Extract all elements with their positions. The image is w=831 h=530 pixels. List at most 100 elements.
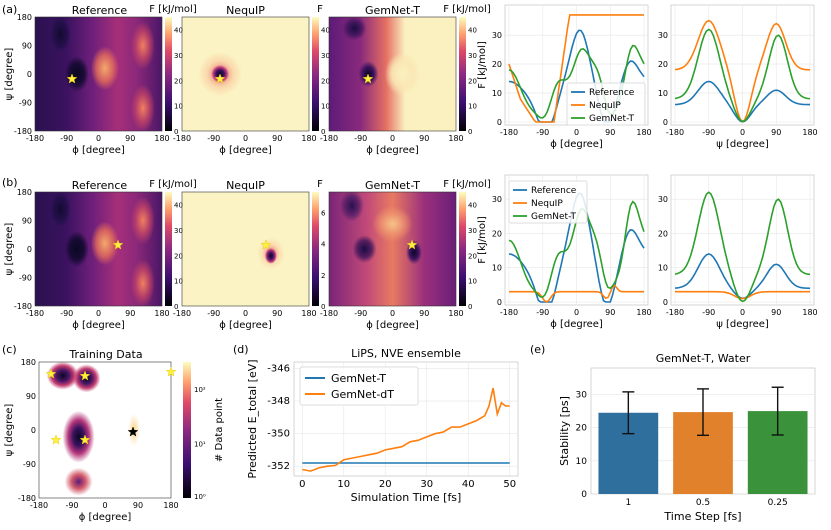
chart-title: GemNet-T, Water	[656, 352, 751, 365]
x-tick-label: -90	[65, 501, 78, 510]
y-tick-label: 90	[22, 42, 32, 51]
x-tick-label: 180	[802, 308, 817, 317]
x-tick-label: 0	[299, 479, 305, 490]
x-tick-label: 180	[636, 308, 651, 317]
y-tick-label: 20	[492, 229, 502, 238]
heatmap-frame	[328, 16, 457, 132]
legend-box	[299, 366, 419, 406]
y-tick-label: -346	[267, 364, 290, 375]
x-axis-label: ϕ [degree]	[219, 320, 272, 331]
colorbar-tick-label: 30	[468, 52, 477, 60]
heatmap-axes-layer: -180 -90 0 90 180 ϕ [degree] 180 90 0 -90 -180 ψ [d…	[4, 4, 491, 523]
y-tick-label: 10	[576, 457, 588, 467]
x-tick-label: 50	[503, 479, 516, 490]
y-tick-label: -180	[18, 494, 36, 503]
colorbar-tick-label: 40	[321, 27, 330, 35]
x-tick-label: 90	[771, 308, 781, 317]
y-tick-label: -180	[14, 302, 32, 311]
y-tick-label: 180	[17, 188, 32, 197]
x-tick-label: 0	[96, 134, 101, 143]
y-tick-label: 0	[663, 298, 668, 307]
heatmap-frame	[34, 191, 163, 307]
x-tick-label: -180	[26, 309, 44, 318]
y-axis-label: ψ [degree]	[4, 223, 15, 276]
x-tick-label: 10	[337, 479, 350, 490]
x-tick-label: -180	[173, 309, 191, 318]
colorbar-tick-label: 20	[174, 252, 183, 260]
colorbar-tick-label: 40	[174, 202, 183, 210]
y-tick-label: 0	[497, 118, 502, 127]
y-tick-label: -348	[267, 396, 290, 407]
y-tick-label: 10	[658, 89, 668, 98]
legend-label: GemNet-dT	[331, 388, 394, 401]
series-line-nequip	[508, 14, 644, 123]
colorbar-tick-label: 4	[321, 241, 326, 249]
y-tick-label: 20	[576, 424, 588, 434]
colorbar	[459, 192, 466, 306]
star-marker	[79, 434, 91, 445]
x-tick-label: 90	[125, 309, 135, 318]
x-tick-label: 90	[419, 309, 429, 318]
x-tick-label: 20	[379, 479, 392, 490]
colorbar-title: F [kJ/mol]	[443, 4, 491, 15]
x-tick-label: -90	[536, 308, 549, 317]
y-tick-label: 20	[658, 60, 668, 69]
y-tick-label: 30	[658, 31, 668, 40]
x-tick-label: 180	[802, 128, 817, 137]
heatmap-c-title: Training Data	[69, 348, 143, 361]
colorbar	[312, 192, 319, 306]
panel-label-c: (c)	[2, 343, 17, 356]
star-marker	[112, 239, 124, 250]
star-marker	[45, 368, 57, 379]
colorbar-tick-label: 0	[321, 303, 325, 311]
colorbar-tick-label: 0	[468, 303, 472, 311]
star-marker	[406, 239, 418, 250]
heatmap-a-reference	[35, 17, 162, 131]
colorbar-tick-label: 20	[321, 77, 330, 85]
x-tick-label: 0	[243, 309, 248, 318]
x-tick-label: -90	[354, 309, 367, 318]
colorbar-tick-label: 6	[321, 209, 326, 217]
x-axis-label: ϕ [degree]	[366, 145, 419, 156]
heatmap-b-gemnet	[329, 192, 456, 306]
heatmap-frame	[34, 16, 163, 132]
x-tick-label: -90	[60, 309, 73, 318]
x-tick-label: 90	[605, 308, 615, 317]
colorbar-tick-label: 20	[468, 252, 477, 260]
colorbar-tick-label: 20	[174, 77, 183, 85]
x-tick-label: 180	[154, 309, 169, 318]
colorbar-tick-label: 10	[174, 103, 183, 111]
heatmap-a-gemnet	[329, 17, 456, 131]
x-tick-label: -90	[536, 128, 549, 137]
x-axis-label: ϕ [degree]	[366, 320, 419, 331]
star-marker	[165, 366, 177, 377]
colorbar-tick-label: 40	[174, 27, 183, 35]
x-tick-label: 90	[771, 128, 781, 137]
colorbar-tick-label: 0	[468, 128, 472, 136]
panel-label-d: (d)	[233, 343, 249, 356]
series-line-nequip	[509, 284, 644, 303]
legend-label: GemNet-T	[531, 212, 576, 222]
y-tick-label: 30	[492, 195, 502, 204]
star-marker	[66, 73, 78, 84]
legend-label: Reference	[589, 88, 635, 98]
y-tick-label: 0	[31, 426, 36, 435]
y-axis-label: ψ [degree]	[4, 48, 15, 101]
x-axis-label: ϕ [degree]	[219, 145, 272, 156]
colorbar-label: # Data point	[214, 398, 225, 462]
y-tick-label: 30	[576, 391, 588, 401]
x-tick-label: -180	[666, 308, 684, 317]
x-tick-label: -180	[500, 128, 518, 137]
y-tick-label: 0	[27, 245, 32, 254]
heatmap-title: NequIP	[226, 4, 265, 17]
x-axis-label: ψ [degree]	[716, 139, 769, 150]
x-axis-label: ϕ [degree]	[550, 319, 603, 330]
x-tick-label: -90	[60, 134, 73, 143]
legend-label: Reference	[531, 186, 577, 196]
x-tick-label: 0.25	[768, 498, 788, 508]
y-axis-label: F [kJ/mol]	[477, 216, 488, 264]
y-tick-label: -90	[19, 274, 32, 283]
star-marker	[260, 239, 272, 250]
